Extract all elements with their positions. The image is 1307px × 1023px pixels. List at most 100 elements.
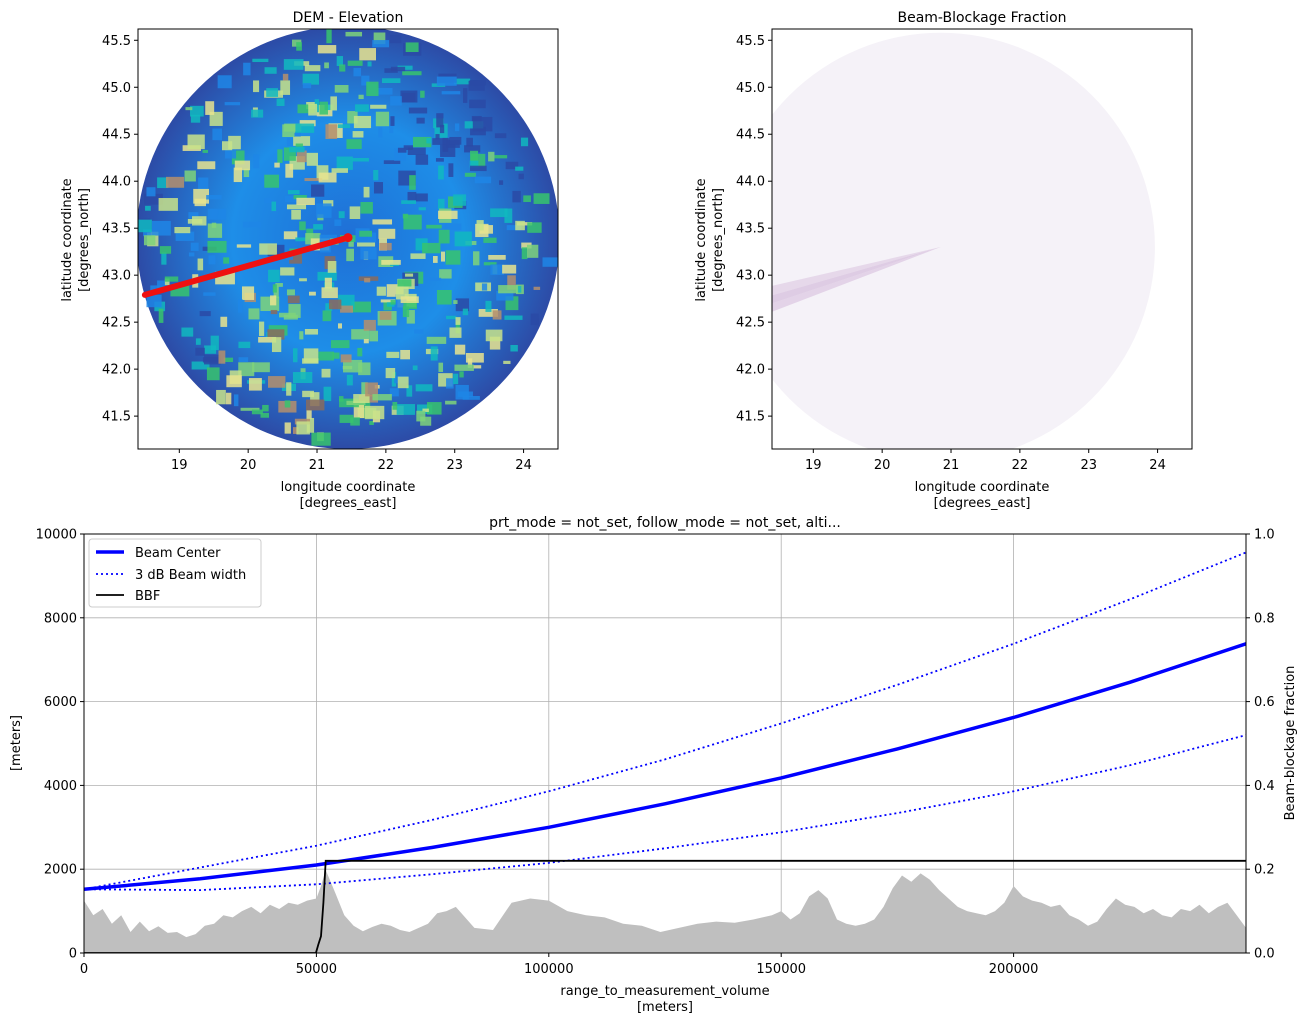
dem-terrain-patch <box>308 103 318 116</box>
dem-terrain-patch <box>470 150 479 161</box>
dem-terrain-patch <box>364 278 371 283</box>
dem-terrain-patch <box>268 376 286 388</box>
dem-terrain-patch <box>416 410 426 422</box>
y-tick-label: 8000 <box>44 611 77 626</box>
y-tick-label: 42.5 <box>736 316 765 331</box>
dem-terrain-patch <box>319 101 328 115</box>
y2-tick-label: 0.6 <box>1254 695 1275 710</box>
dem-terrain-patch <box>352 131 364 138</box>
dem-terrain-patch <box>280 80 291 95</box>
bbf-map-frame <box>771 28 1193 450</box>
dem-terrain-patch <box>400 296 419 303</box>
dem-terrain-patch <box>465 353 484 363</box>
bbf-coverage-disc <box>772 32 1155 449</box>
dem-terrain-patch <box>206 195 222 200</box>
dem-terrain-patch <box>397 147 407 153</box>
dem-terrain-patch <box>438 210 458 219</box>
dem-terrain-patch <box>331 168 348 173</box>
dem-terrain-patch <box>467 358 473 368</box>
profile-y2-ticks: 0.0 0.2 0.4 0.6 0.8 1.0 <box>1246 528 1275 962</box>
dem-terrain-patch <box>328 299 342 310</box>
dem-terrain-patch <box>436 113 444 128</box>
dem-terrain-patch <box>270 295 277 306</box>
x-tick-label: 100000 <box>524 962 574 977</box>
dem-terrain-patch <box>468 80 485 91</box>
dem-terrain-patch <box>272 284 277 293</box>
dem-terrain-patch <box>325 124 338 140</box>
dem-terrain-patch <box>241 286 255 300</box>
dem-terrain-patch <box>363 186 370 198</box>
legend-beam-center-label: Beam Center <box>135 546 221 561</box>
dem-terrain-patch <box>306 399 325 411</box>
dem-terrain-patch <box>311 184 325 197</box>
dem-terrain-patch <box>284 123 302 132</box>
dem-terrain-patch <box>243 168 250 178</box>
dem-terrain-patch <box>302 390 314 398</box>
dem-terrain-patch <box>223 357 234 363</box>
dem-terrain-patch <box>401 200 416 204</box>
dem-terrain-patch <box>488 254 506 260</box>
dem-terrain-patch <box>337 323 343 329</box>
x-tick-label: 24 <box>1149 458 1166 473</box>
dem-terrain-patch <box>288 304 301 318</box>
dem-terrain-patch <box>357 347 363 357</box>
dem-terrain-patch <box>175 231 195 241</box>
dem-terrain-patch <box>275 283 283 287</box>
dem-terrain-patch <box>295 237 308 242</box>
dem-terrain-patch <box>426 137 432 144</box>
dem-terrain-patch <box>188 212 199 219</box>
dem-terrain-patch <box>321 287 338 299</box>
dem-terrain-patch <box>199 311 211 317</box>
dem-terrain-patch <box>297 104 315 114</box>
dem-terrain-patch <box>483 262 497 266</box>
dem-terrain-patch <box>195 347 205 356</box>
dem-terrain-patch <box>238 341 251 349</box>
dem-terrain-patch <box>364 405 385 420</box>
dem-terrain-patch <box>205 101 215 115</box>
dem-terrain-patch <box>339 414 354 423</box>
y-tick-label: 45.5 <box>736 34 765 49</box>
dem-terrain-patch <box>360 247 377 260</box>
y2-tick-label: 0.8 <box>1254 611 1275 626</box>
dem-terrain-patch <box>439 269 452 279</box>
dem-terrain-patch <box>490 208 508 218</box>
dem-terrain-patch <box>317 45 337 54</box>
dem-terrain-patch <box>406 310 415 324</box>
dem-terrain-patch <box>453 194 467 206</box>
dem-terrain-patch <box>426 402 442 415</box>
dem-terrain-patch <box>283 314 298 320</box>
dem-terrain-patch <box>181 327 194 337</box>
dem-terrain-patch <box>252 58 269 63</box>
dem-terrain-patch <box>325 303 333 311</box>
dem-terrain-patch <box>145 205 151 211</box>
profile-y-ticks: 0 2000 4000 6000 8000 10000 <box>36 528 84 962</box>
y2-tick-label: 0.0 <box>1254 947 1275 962</box>
dem-terrain-patch <box>291 209 301 220</box>
dem-terrain-patch <box>293 136 311 146</box>
dem-terrain-patch <box>453 78 471 85</box>
dem-terrain-patch <box>472 116 493 132</box>
dem-terrain-patch <box>349 206 361 220</box>
dem-terrain-patch <box>520 137 529 147</box>
dem-terrain-patch <box>503 360 511 364</box>
y-tick-label: 44.0 <box>102 175 131 190</box>
y-tick-label: 44.5 <box>736 128 765 143</box>
dem-terrain-patch <box>151 220 171 236</box>
dem-terrain-patch <box>359 48 376 61</box>
dem-terrain-patch <box>415 154 429 165</box>
dem-terrain-patch <box>204 345 217 354</box>
dem-terrain-patch <box>515 166 524 171</box>
profile-title: prt_mode = not_set, follow_mode = not_se… <box>489 515 841 531</box>
dem-terrain-patch <box>435 134 440 140</box>
dem-terrain-patch <box>146 187 156 197</box>
dem-terrain-patch <box>373 32 386 45</box>
dem-terrain-patch <box>286 382 292 396</box>
dem-terrain-patch <box>327 260 337 273</box>
dem-terrain-patch <box>262 404 269 412</box>
dem-terrain-patch <box>289 146 305 153</box>
dem-terrain-patch <box>454 364 474 371</box>
dem-terrain-patch <box>277 149 283 163</box>
dem-title: DEM - Elevation <box>293 10 404 26</box>
dem-terrain-patch <box>512 190 521 203</box>
dem-terrain-patch <box>321 368 331 378</box>
